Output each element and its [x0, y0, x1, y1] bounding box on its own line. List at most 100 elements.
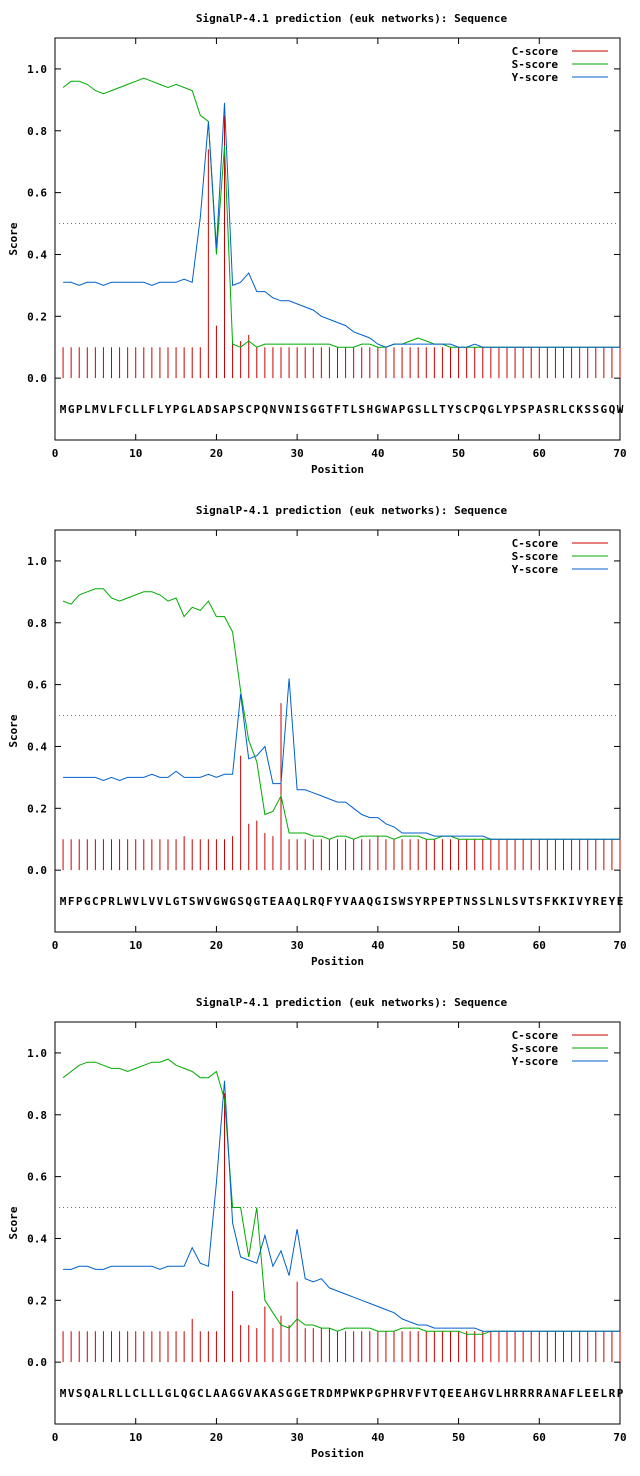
sequence-letter: Y — [447, 403, 454, 416]
sequence-letter: F — [68, 895, 75, 908]
x-tick-label: 0 — [52, 1431, 59, 1444]
sequence-letter: C — [245, 403, 252, 416]
legend-label-c-score: C-score — [512, 1029, 559, 1042]
sequence-letter: G — [479, 1387, 486, 1400]
sequence-letter: A — [92, 1387, 99, 1400]
sequence-letter: N — [270, 403, 277, 416]
sequence-letter: A — [560, 1387, 567, 1400]
sequence-letter: G — [488, 403, 495, 416]
sequence-letter: T — [431, 1387, 438, 1400]
sequence-letter: L — [423, 403, 430, 416]
sequence-letter: K — [262, 1387, 269, 1400]
x-axis-label: Position — [311, 463, 364, 476]
sequence-letter: A — [278, 895, 285, 908]
sequence-letter: P — [512, 403, 519, 416]
sequence-letter: E — [455, 1387, 462, 1400]
sequence-letter: A — [221, 1387, 228, 1400]
sequence-letter: S — [536, 895, 543, 908]
sequence-letter: P — [528, 403, 535, 416]
sequence-letter: T — [326, 403, 333, 416]
y-tick-label: 0.8 — [27, 125, 47, 138]
sequence-letter: A — [463, 1387, 470, 1400]
sequence-letter: V — [278, 403, 285, 416]
sequence-letter: K — [560, 895, 567, 908]
sequence-letter: C — [463, 403, 470, 416]
sequence-letter: L — [140, 895, 147, 908]
sequence-letter: W — [221, 895, 228, 908]
sequence-letter: W — [197, 895, 204, 908]
x-tick-label: 60 — [533, 939, 546, 952]
sequence-letter: S — [415, 403, 422, 416]
sequence-letter: Y — [334, 895, 341, 908]
sequence-letter: A — [221, 403, 228, 416]
sequence-letter: T — [528, 895, 535, 908]
sequence-letter: Q — [245, 895, 252, 908]
sequence-letter: Y — [415, 895, 422, 908]
sequence-letter: P — [399, 403, 406, 416]
x-tick-label: 30 — [291, 447, 304, 460]
sequence-letter: L — [116, 1387, 123, 1400]
sequence-letter: P — [76, 403, 83, 416]
sequence-letter: C — [197, 1387, 204, 1400]
y-tick-label: 0.2 — [27, 802, 47, 815]
y-tick-label: 1.0 — [27, 555, 47, 568]
sequence-letter: L — [576, 1387, 583, 1400]
sequence-letter: Y — [584, 895, 591, 908]
sequence-letter: D — [326, 1387, 333, 1400]
sequence-letter: V — [205, 895, 212, 908]
sequence-letter: P — [342, 1387, 349, 1400]
sequence-letter: N — [496, 895, 503, 908]
sequence-letter: L — [157, 403, 164, 416]
sequence-letter: G — [375, 1387, 382, 1400]
sequence-letter: T — [181, 895, 188, 908]
sequence-letter: L — [350, 403, 357, 416]
sequence-letter: L — [205, 1387, 212, 1400]
sequence-letter: E — [439, 895, 446, 908]
sequence-letter: R — [609, 1387, 616, 1400]
sequence-letter: C — [124, 403, 131, 416]
sequence-letter: H — [471, 1387, 478, 1400]
sequence-letter: T — [262, 895, 269, 908]
x-axis-label: Position — [311, 1447, 364, 1460]
sequence-letter: P — [471, 403, 478, 416]
sequence-letter: G — [213, 895, 220, 908]
sequence-letter: R — [108, 1387, 115, 1400]
sequence-letter: L — [84, 403, 91, 416]
sequence-letter: G — [229, 1387, 236, 1400]
y-axis-label: Score — [7, 714, 20, 747]
sequence-letter: A — [391, 403, 398, 416]
sequence-letter: K — [358, 1387, 365, 1400]
sequence-letter: V — [423, 1387, 430, 1400]
sequence-letter: W — [383, 403, 390, 416]
y-tick-label: 0.8 — [27, 617, 47, 630]
sequence-letter: G — [84, 895, 91, 908]
x-tick-label: 10 — [129, 939, 142, 952]
y-tick-label: 1.0 — [27, 63, 47, 76]
sequence-letter: W — [617, 403, 624, 416]
legend-label-y-score: Y-score — [512, 71, 559, 84]
sequence-letter: N — [552, 1387, 559, 1400]
sequence-letter: G — [165, 1387, 172, 1400]
sequence-letter: L — [173, 1387, 180, 1400]
sequence-letter: Y — [609, 895, 616, 908]
sequence-letter: Q — [318, 895, 325, 908]
sequence-letter: P — [253, 403, 260, 416]
x-tick-label: 70 — [613, 447, 626, 460]
sequence-letter: G — [229, 895, 236, 908]
sequence-letter: M — [92, 403, 99, 416]
sequence-letter: L — [496, 1387, 503, 1400]
sequence-letter: V — [68, 1387, 75, 1400]
sequence-letter: Q — [439, 1387, 446, 1400]
sequence-letter: R — [310, 895, 317, 908]
sequence-letter: A — [358, 895, 365, 908]
sequence-letter: C — [92, 895, 99, 908]
sequence-letter: L — [157, 1387, 164, 1400]
y-tick-label: 0.2 — [27, 1294, 47, 1307]
legend-label-s-score: S-score — [512, 1042, 559, 1055]
sequence-letter: P — [100, 895, 107, 908]
sequence-letter: P — [447, 895, 454, 908]
sequence-letter: P — [76, 895, 83, 908]
sequence-letter: G — [253, 895, 260, 908]
sequence-letter: R — [552, 403, 559, 416]
